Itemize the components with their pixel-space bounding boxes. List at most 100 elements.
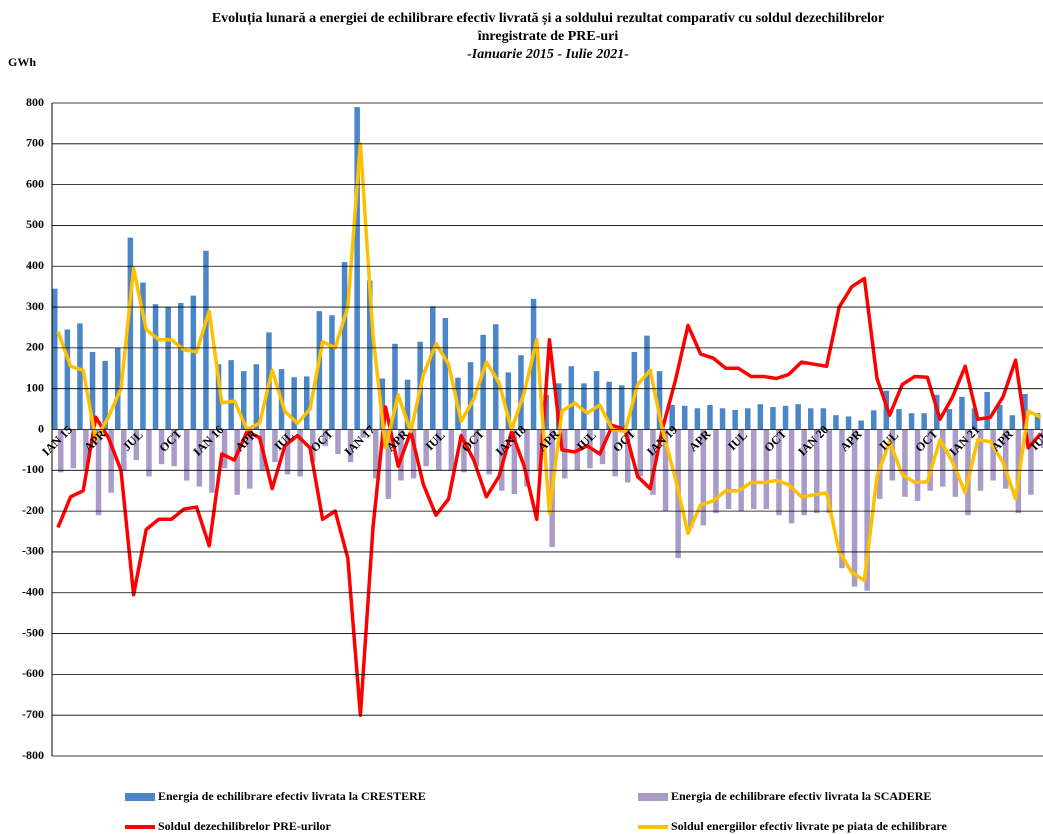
y-tick-label: -100: [22, 462, 44, 476]
line: [56, 276, 1043, 717]
bar: [921, 413, 927, 430]
bar: [1028, 429, 1034, 495]
chart-title-2: înregistrate de PRE-uri: [477, 29, 619, 44]
y-tick-label: 700: [26, 136, 44, 150]
bar: [297, 429, 303, 477]
bar: [536, 429, 543, 471]
bar: [524, 429, 530, 487]
bar: [511, 429, 518, 494]
y-tick-label: -300: [22, 544, 44, 558]
bar: [247, 429, 253, 489]
bar: [52, 288, 58, 430]
bar: [814, 429, 820, 514]
bar: [77, 323, 83, 430]
bar: [486, 429, 492, 475]
bar: [984, 391, 990, 430]
bar: [121, 429, 127, 471]
bar: [253, 364, 260, 430]
bar: [568, 366, 575, 430]
bar: [316, 311, 323, 430]
bar: [826, 429, 833, 514]
bar: [965, 429, 971, 516]
bar: [108, 429, 114, 493]
bar: [329, 315, 335, 430]
bar: [133, 429, 140, 461]
bar: [833, 415, 839, 430]
bar: [140, 282, 146, 430]
bar: [404, 379, 411, 430]
legend-label: Soldul energiilor efectiv livrate pe pia…: [671, 819, 948, 833]
bar: [788, 429, 795, 524]
bar: [637, 429, 644, 477]
bar: [612, 429, 618, 477]
bar: [64, 329, 71, 430]
bar: [178, 302, 184, 430]
bar: [215, 364, 222, 430]
bar: [467, 362, 474, 430]
bar: [770, 407, 776, 430]
bar: [707, 405, 713, 430]
bar: [341, 262, 348, 430]
bar: [694, 408, 701, 430]
bar: [839, 429, 845, 569]
bar: [619, 385, 625, 430]
bar: [221, 429, 228, 469]
bar: [820, 408, 827, 430]
plot-area: [52, 107, 1043, 717]
bar: [165, 307, 171, 430]
bar: [763, 429, 770, 510]
bar: [423, 429, 429, 467]
bar: [373, 429, 379, 479]
legend-label: Energia de echilibrare efectiv livrata l…: [671, 789, 931, 803]
bar: [801, 429, 807, 516]
legend-label: Energia de echilibrare efectiv livrata l…: [158, 789, 426, 803]
bar: [1034, 413, 1041, 430]
bar: [927, 429, 933, 491]
y-tick-label: 300: [26, 299, 44, 313]
y-tick-label: 100: [26, 380, 44, 394]
bar: [782, 405, 789, 430]
bar: [505, 372, 512, 430]
bar: [184, 429, 190, 481]
bar: [203, 250, 209, 430]
bar: [436, 429, 442, 471]
bar: [940, 429, 946, 487]
y-tick-label: 400: [26, 258, 44, 272]
bar: [908, 413, 915, 430]
bar: [581, 383, 587, 430]
bar: [606, 381, 612, 430]
bar: [310, 429, 316, 463]
bar: [473, 429, 480, 467]
bar: [480, 334, 486, 430]
bar: [845, 416, 852, 430]
bar: [448, 429, 455, 471]
bar: [562, 429, 568, 479]
bar: [851, 429, 858, 587]
bar: [442, 318, 449, 430]
bar: [946, 409, 953, 430]
y-tick-label: 500: [26, 217, 44, 231]
bar: [757, 404, 764, 430]
bar: [518, 355, 524, 430]
bar: [272, 429, 278, 463]
chart-title: Evoluția lunară a energiei de echilibrar…: [212, 11, 884, 26]
bar: [304, 376, 310, 430]
bar: [89, 351, 96, 430]
bar: [347, 429, 354, 463]
bar: [1009, 415, 1016, 430]
bar: [322, 429, 329, 446]
bar: [70, 429, 77, 469]
bar: [682, 405, 688, 430]
bar: [335, 429, 341, 454]
bar: [354, 107, 360, 430]
bar: [644, 335, 650, 430]
legend-swatch: [125, 793, 155, 801]
bar: [896, 409, 902, 430]
bar: [95, 429, 102, 516]
bar: [808, 408, 814, 430]
bar: [209, 429, 215, 493]
bar: [751, 429, 757, 510]
bar: [158, 429, 165, 465]
bar: [152, 304, 159, 430]
